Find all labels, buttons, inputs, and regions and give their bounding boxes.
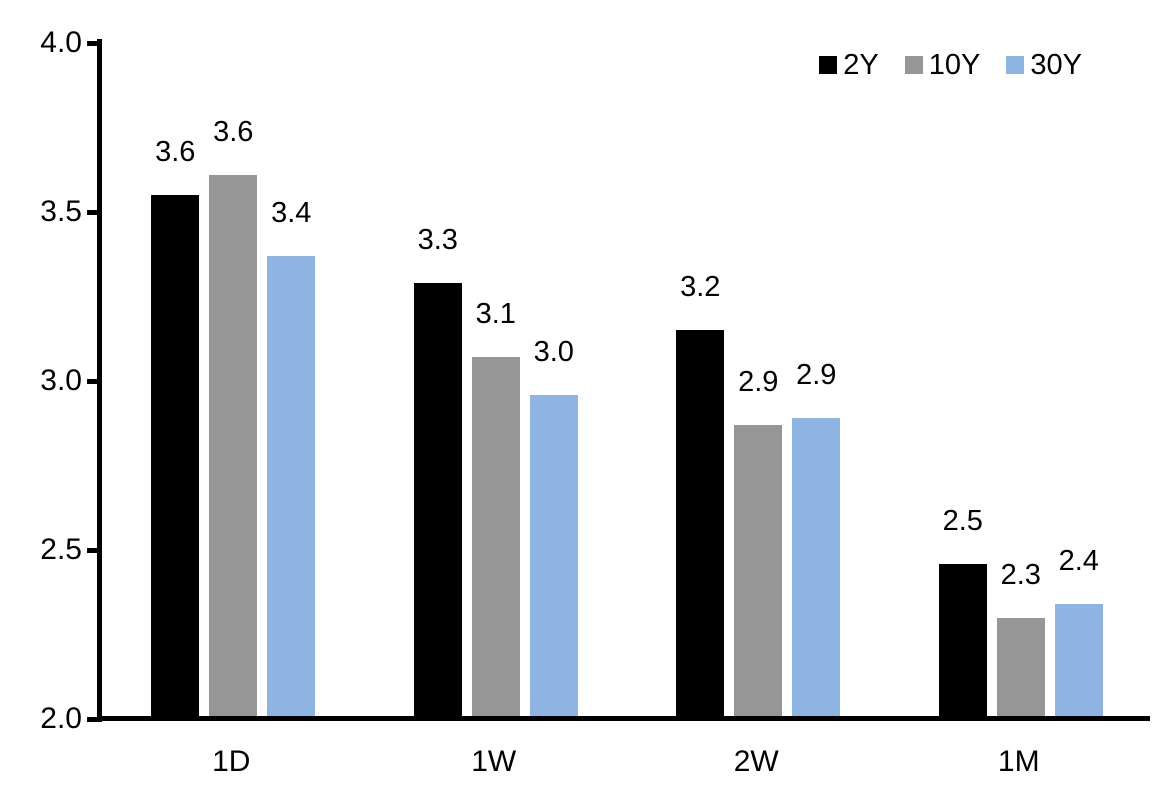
y-axis-tick-label: 2.5	[40, 533, 82, 566]
bar-value-label: 3.4	[271, 196, 312, 229]
bar-value-label: 2.9	[738, 365, 779, 398]
legend-label-2y: 2Y	[843, 49, 879, 81]
legend-label-10y: 10Y	[928, 49, 981, 81]
y-axis-line	[97, 39, 102, 722]
bar-value-label: 3.6	[155, 136, 196, 169]
bar-10Y-1W	[471, 357, 520, 719]
bar-value-label: 3.2	[680, 271, 721, 304]
legend-item-2y: 2Y	[819, 49, 879, 81]
chart-legend: 2Y 10Y 30Y	[819, 50, 1082, 80]
bar-30Y-2W	[792, 418, 841, 719]
x-category-label-1M: 1M	[997, 745, 1040, 778]
bar-value-label: 2.4	[1058, 545, 1099, 578]
bar-value-label: 3.3	[417, 223, 458, 256]
legend-item-30y: 30Y	[1006, 50, 1082, 80]
y-axis-tick-label: 2.0	[40, 702, 82, 735]
legend-swatch-10y-icon	[904, 56, 923, 74]
bar-10Y-1M	[996, 617, 1045, 719]
bar-2Y-1D	[151, 195, 200, 719]
bar-value-label: 3.6	[213, 115, 254, 148]
bar-value-label: 3.1	[475, 298, 516, 331]
legend-swatch-30y-icon	[1006, 56, 1025, 74]
y-axis-tick-mark	[87, 716, 97, 722]
bar-value-label: 3.0	[533, 335, 574, 368]
bar-value-label: 2.9	[796, 359, 837, 392]
x-category-label-1D: 1D	[212, 745, 251, 778]
bar-30Y-1W	[529, 394, 578, 719]
bar-2Y-1M	[938, 563, 987, 719]
y-axis-tick-label: 4.0	[40, 26, 82, 59]
y-axis-tick-mark	[87, 378, 97, 384]
bar-10Y-2W	[734, 424, 783, 719]
x-category-label-2W: 2W	[733, 745, 779, 778]
legend-label-30y: 30Y	[1030, 49, 1082, 81]
y-axis-tick-label: 3.5	[40, 195, 82, 228]
bar-value-label: 2.5	[942, 504, 983, 537]
bar-10Y-1D	[209, 174, 258, 719]
x-category-label-1W: 1W	[471, 745, 517, 778]
legend-swatch-2y-icon	[819, 56, 838, 74]
bar-30Y-1D	[267, 255, 316, 719]
x-axis-line	[97, 716, 1150, 721]
bar-30Y-1M	[1054, 604, 1103, 719]
y-axis-tick-mark	[87, 547, 97, 553]
y-axis-tick-label: 3.0	[40, 364, 82, 397]
bar-value-label: 2.3	[1000, 558, 1041, 591]
bar-2Y-1W	[413, 282, 462, 719]
y-axis-tick-mark	[87, 209, 97, 215]
legend-item-10y: 10Y	[904, 49, 981, 81]
bar-2Y-2W	[676, 330, 725, 719]
y-axis-tick-mark	[87, 40, 97, 46]
